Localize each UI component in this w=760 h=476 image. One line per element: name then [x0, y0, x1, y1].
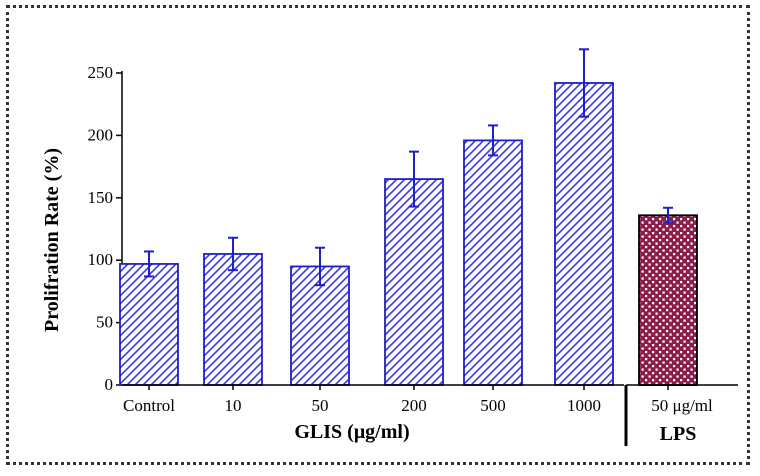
y-axis: 0 50 100 150 200 250: [88, 63, 123, 394]
y-tick-label: 50: [96, 313, 113, 332]
bars: [119, 82, 698, 386]
x-tick-label: Control: [123, 396, 175, 415]
bar-10: [203, 253, 263, 386]
bar-lps: [638, 214, 698, 386]
bar-500: [463, 139, 523, 386]
x-tick-label: 50 μg/ml: [651, 396, 713, 415]
x-tick-label: 1000: [567, 396, 601, 415]
lps-group-label: LPS: [660, 423, 697, 445]
y-axis-title: Prolifration Rate (%): [41, 148, 63, 332]
error-bars: [144, 48, 673, 287]
y-tick-label: 100: [88, 250, 114, 269]
x-tick-label: 50: [312, 396, 329, 415]
y-tick-label: 200: [88, 125, 114, 144]
x-axis-title: GLIS (μg/ml): [294, 421, 409, 443]
x-tick-label: 500: [480, 396, 506, 415]
x-tick-label: 10: [225, 396, 242, 415]
y-tick-label: 250: [88, 63, 114, 82]
y-tick-label: 150: [88, 188, 114, 207]
bar-200: [384, 178, 444, 386]
bar-control: [119, 263, 179, 386]
x-axis: Control 10 50 200 500 1000 50 μg/ml: [122, 384, 738, 446]
bar-50: [290, 265, 350, 386]
x-tick-label: 200: [401, 396, 427, 415]
y-tick-label: 0: [105, 375, 114, 394]
bar-1000: [554, 82, 614, 386]
